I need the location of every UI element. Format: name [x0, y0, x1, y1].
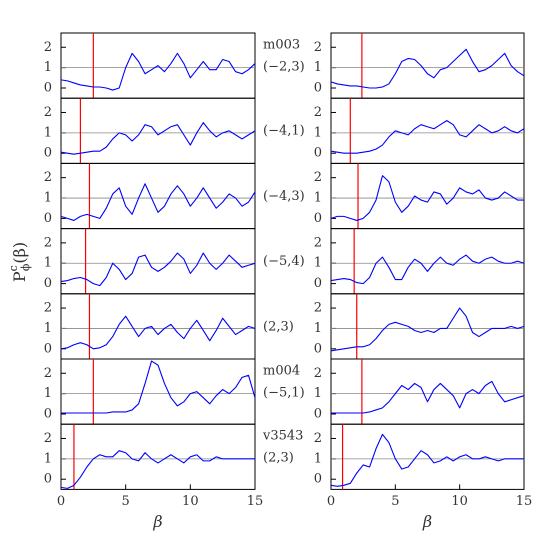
y-tick-label: 1 — [314, 191, 322, 206]
x-axis-label: β — [152, 512, 162, 531]
panel-annotation: (2,3) — [263, 319, 294, 334]
curve — [60, 122, 256, 155]
curve — [60, 183, 256, 221]
y-tick-label: 2 — [314, 40, 322, 55]
panel-annotation: (−5,4) — [263, 254, 305, 269]
y-tick-label: 2 — [44, 301, 52, 316]
y-tick-label: 1 — [314, 321, 322, 336]
y-tick-label: 0 — [44, 276, 52, 291]
panel-frame — [330, 228, 525, 295]
curve — [330, 307, 525, 352]
panel-frame — [60, 228, 256, 295]
y-tick-label: 1 — [314, 256, 322, 271]
y-tick-label: 2 — [44, 235, 52, 250]
curve — [330, 48, 525, 89]
y-tick-label: 0 — [314, 146, 322, 161]
y-tick-label: 1 — [44, 451, 52, 466]
y-tick-label: 2 — [314, 170, 322, 185]
x-tick-label: 10 — [451, 494, 468, 509]
y-tick-label: 1 — [44, 125, 52, 140]
panel-frame — [60, 423, 256, 490]
x-tick-label: 10 — [182, 494, 199, 509]
curve — [60, 52, 256, 91]
panel-frame — [60, 162, 256, 230]
y-label-sup: c — [7, 265, 20, 271]
x-tick-label: 15 — [247, 494, 264, 509]
y-tick-label: 1 — [314, 125, 322, 140]
panel-frame — [330, 162, 525, 230]
y-tick-label: 1 — [44, 321, 52, 336]
curve — [330, 433, 524, 487]
y-tick-label: 1 — [314, 386, 322, 401]
y-tick-label: 0 — [314, 211, 322, 226]
x-tick-label: 0 — [57, 494, 65, 509]
y-label-arg: (β) — [10, 242, 29, 264]
y-label-sub: ϕ — [19, 263, 32, 271]
panel-frame — [60, 97, 256, 164]
y-tick-label: 2 — [314, 431, 322, 446]
y-tick-label: 2 — [314, 366, 322, 381]
y-tick-label: 0 — [44, 472, 52, 487]
y-tick-label: 0 — [44, 211, 52, 226]
curve — [330, 120, 525, 154]
curve — [330, 175, 524, 221]
x-tick-label: 5 — [122, 494, 130, 509]
x-tick-label: 0 — [327, 494, 335, 509]
y-tick-label: 1 — [44, 60, 52, 75]
y-tick-label: 2 — [314, 105, 322, 120]
panel-annotation: (−4,1) — [263, 124, 305, 139]
y-tick-label: 1 — [314, 60, 322, 75]
panel-annotation: (−2,3) — [263, 60, 305, 75]
panel-frame — [330, 97, 525, 164]
y-tick-label: 2 — [44, 431, 52, 446]
panel-frame — [330, 32, 525, 99]
y-tick-label: 0 — [314, 407, 322, 422]
y-tick-label: 0 — [314, 276, 322, 291]
y-tick-label: 0 — [314, 472, 322, 487]
panel-annotation: (−5,1) — [263, 386, 305, 401]
panel-frame — [330, 423, 525, 490]
panel-frame — [330, 293, 525, 360]
panel-annotation: v3543 — [262, 429, 303, 444]
y-tick-label: 0 — [44, 146, 52, 161]
y-tick-label: 0 — [44, 81, 52, 96]
curve — [61, 360, 256, 414]
y-tick-label: 2 — [44, 170, 52, 185]
y-tick-label: 1 — [44, 191, 52, 206]
curve — [60, 315, 256, 350]
curve — [330, 254, 525, 285]
y-tick-label: 1 — [44, 386, 52, 401]
y-tick-label: 0 — [44, 341, 52, 356]
x-tick-label: 15 — [516, 494, 533, 509]
curve — [331, 380, 525, 414]
panel-annotation: m003 — [263, 38, 300, 53]
curve — [60, 252, 256, 287]
y-tick-label: 2 — [44, 366, 52, 381]
panel-annotation: (2,3) — [263, 451, 294, 466]
curve — [60, 450, 255, 489]
panel-annotation: m004 — [263, 364, 300, 379]
y-tick-label: 0 — [314, 341, 322, 356]
x-axis-label: β — [422, 512, 432, 531]
y-tick-label: 0 — [44, 407, 52, 422]
y-tick-label: 0 — [314, 81, 322, 96]
y-tick-label: 2 — [44, 40, 52, 55]
y-tick-label: 2 — [314, 301, 322, 316]
y-tick-label: 1 — [44, 256, 52, 271]
y-axis-label: Pcϕ(β) — [7, 242, 32, 282]
y-tick-label: 1 — [314, 451, 322, 466]
x-tick-label: 5 — [391, 494, 399, 509]
panel-annotation: (−4,3) — [263, 189, 305, 204]
y-tick-label: 2 — [314, 235, 322, 250]
panel-frame — [60, 293, 256, 360]
panel-frame — [330, 358, 525, 425]
y-tick-label: 2 — [44, 105, 52, 120]
y-label-base: P — [10, 271, 29, 282]
